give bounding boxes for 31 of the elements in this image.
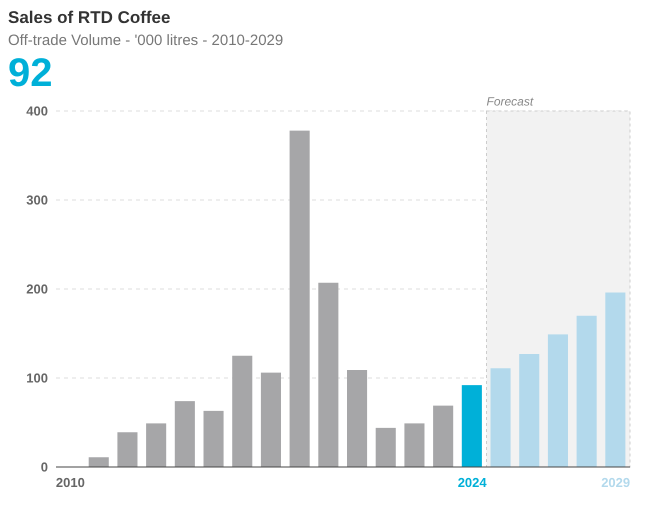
bar [462,385,482,467]
bar [260,372,281,467]
text: 92 [8,51,52,95]
bar [347,370,368,467]
bar [576,316,597,467]
bar [376,428,396,467]
bar [548,334,568,467]
chart-subtitle: Off-trade Volume - '000 litres - 2010-2029 [8,32,284,49]
y-tick-label: 300 [26,192,48,208]
x-tick-label: 2010 [56,475,85,490]
x-tick-label: 2029 [601,475,630,490]
bar [318,282,338,467]
bar [117,432,138,467]
bar [490,368,511,467]
y-tick-label: 100 [26,370,48,386]
bar [146,423,166,467]
bar [605,292,626,467]
chart-title: Sales of RTD Coffee [8,8,172,28]
y-tick-label: 200 [26,282,48,297]
bar [88,457,109,467]
bar [433,406,454,467]
bar [232,356,252,467]
bar [519,354,540,467]
x-tick-label: 2024 [458,475,488,490]
bar [290,130,310,467]
bar [204,410,224,467]
bar [404,423,424,467]
band-label: Forecast [486,94,534,109]
y-tick-label: 400 [26,104,48,119]
y-tick-label: 0 [40,460,48,475]
bar [174,401,195,467]
